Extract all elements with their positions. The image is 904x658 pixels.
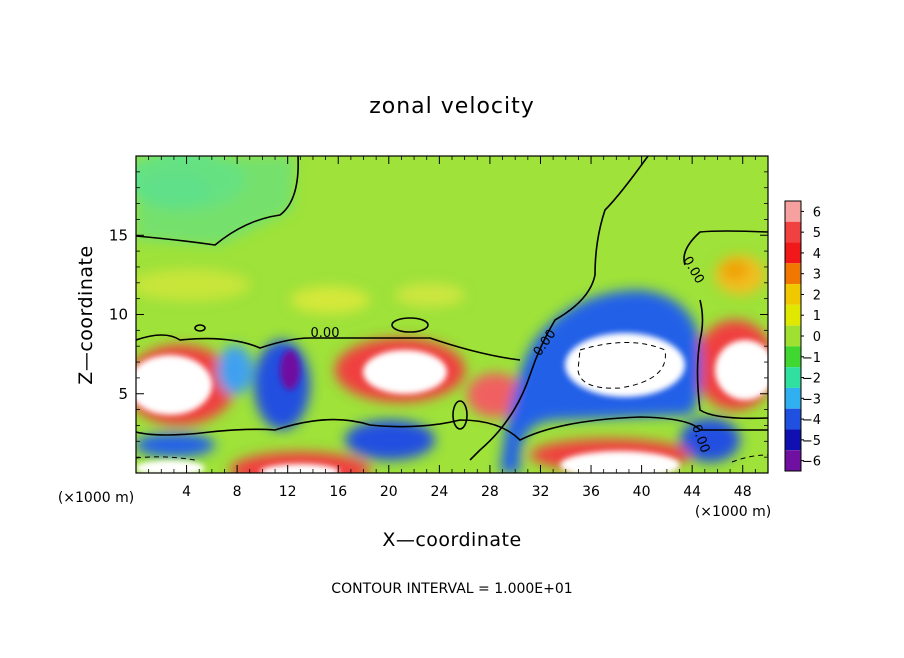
zero-contour [469, 156, 649, 461]
contour-label: 0.00 [311, 326, 340, 341]
colorbar-swatch [785, 408, 801, 430]
saturated-core [136, 355, 212, 415]
x-tick-label: 48 [734, 484, 752, 500]
colorbar-swatch [785, 221, 801, 243]
field-patch [136, 269, 250, 301]
y-axis: 5 10 15 [109, 171, 768, 458]
x-unit-label-right: (×1000 m) [695, 504, 771, 520]
colorbar-tick-label: −4 [802, 413, 821, 428]
field-patch [345, 420, 435, 460]
x-tick-label: 12 [279, 484, 297, 500]
negative-contour [136, 456, 196, 461]
field-patch [136, 433, 215, 457]
field-patch [136, 156, 295, 245]
colorbar-swatch [785, 263, 801, 285]
zero-contour [136, 156, 299, 246]
colorbar: 6 5 4 3 2 1 0 −1 −2 −3 −4 −5 −6 [784, 200, 821, 472]
colorbar-swatch [785, 325, 801, 347]
x-tick-label: 16 [329, 484, 347, 500]
saturated-core [363, 350, 447, 394]
zero-contour [683, 230, 768, 266]
negative-contour [731, 454, 768, 463]
y-tick-label: 5 [118, 385, 128, 403]
colorbar-tick-label: 2 [813, 288, 821, 303]
field-patch [721, 260, 749, 280]
colorbar-tick-label: −6 [802, 455, 821, 470]
saturated-core [560, 451, 680, 473]
zero-contour [194, 324, 206, 332]
colorbar-swatch [785, 429, 801, 451]
negative-contour [577, 342, 666, 389]
colorbar-swatch [785, 450, 801, 471]
colorbar-swatch [785, 346, 801, 368]
x-tick-label: 28 [481, 484, 499, 500]
zero-contour [136, 416, 768, 441]
field-patch [217, 345, 253, 395]
contour-interval-note: CONTOUR INTERVAL = 1.000E+01 [331, 581, 572, 597]
colorbar-swatch [785, 367, 801, 388]
negative-contours [136, 342, 768, 463]
x-tick-label: 4 [182, 484, 191, 500]
x-tick-label: 44 [683, 484, 701, 500]
colorbar-tick-label: 0 [813, 330, 821, 345]
field-patch [395, 283, 465, 307]
chart-title: zonal velocity [369, 94, 535, 119]
heatmap-field: 0.00 0.00 0.00 0.00 [136, 156, 768, 473]
field-patch [680, 418, 740, 462]
y-tick-label: 15 [109, 226, 128, 244]
x-tick-label: 40 [633, 484, 651, 500]
colorbar-tick-label: 3 [813, 268, 821, 283]
zero-contour [391, 317, 429, 333]
colorbar-tick-label: 4 [813, 247, 821, 262]
zero-contour [136, 334, 521, 361]
field-patch [290, 286, 370, 314]
y-tick-label: 10 [109, 306, 128, 324]
colorbar-tick-label: −3 [802, 392, 821, 407]
colorbar-tick-label: 6 [813, 205, 821, 220]
colorbar-swatch [785, 284, 801, 305]
colorbar-swatch [785, 387, 801, 409]
saturated-core [136, 460, 205, 473]
x-tick-label: 32 [532, 484, 550, 500]
x-tick-label: 36 [582, 484, 600, 500]
colorbar-tick-label: −5 [802, 434, 821, 449]
colorbar-tick-label: −1 [802, 351, 821, 366]
zero-contour [452, 400, 468, 430]
contours [136, 156, 768, 461]
colorbar-tick-label: 1 [813, 309, 821, 324]
x-tick-label: 20 [380, 484, 398, 500]
x-axis: 4 8 12 16 20 24 28 32 36 40 44 48 [148, 156, 756, 500]
colorbar-swatch [785, 304, 801, 326]
field-patch [254, 340, 310, 430]
field-patch [230, 452, 370, 473]
x-axis-label: X—coordinate [382, 529, 521, 551]
x-unit-label: (×1000 m) [58, 490, 134, 506]
field-patch [467, 373, 523, 417]
x-tick-label: 24 [430, 484, 448, 500]
saturated-core [280, 350, 300, 390]
saturated-core [565, 333, 685, 397]
colorbar-tick-label: −2 [802, 372, 821, 387]
x-tick-label: 8 [233, 484, 242, 500]
y-axis-label: Z—coordinate [75, 245, 97, 384]
saturated-core [715, 340, 768, 400]
colorbar-swatch [785, 201, 801, 222]
colorbar-swatch [785, 242, 801, 264]
colorbar-tick-label: 5 [813, 226, 821, 241]
zero-contour [696, 299, 768, 420]
saturated-core [260, 464, 340, 473]
